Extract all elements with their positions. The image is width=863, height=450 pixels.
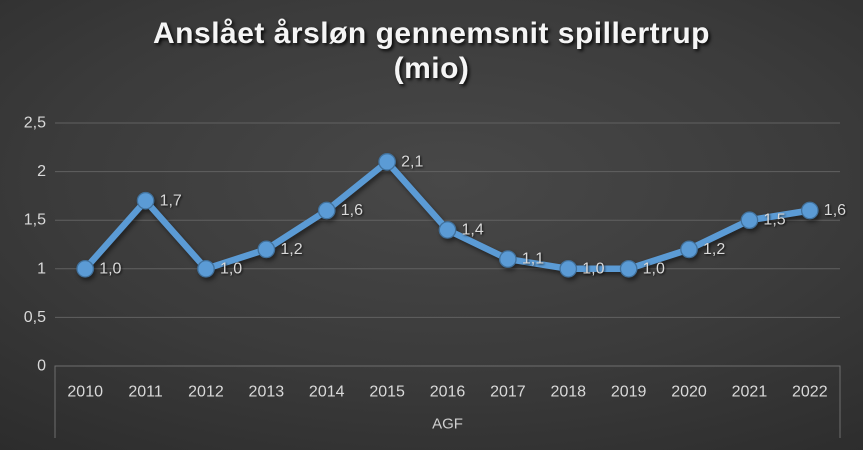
data-point-marker: [76, 259, 95, 278]
x-axis-tick-label: 2017: [490, 384, 526, 401]
data-point-marker: [800, 201, 819, 220]
data-point-label: 2,1: [401, 153, 423, 170]
data-point-label: 1,6: [341, 202, 363, 219]
data-point-label: 1,6: [824, 202, 846, 219]
x-axis-tick-label: 2015: [369, 384, 405, 401]
x-axis-line: [54, 365, 841, 438]
data-point-marker: [197, 259, 215, 278]
x-axis-tick-label: 2018: [550, 384, 586, 401]
data-point-marker: [680, 240, 698, 259]
y-axis-tick-label: 1: [37, 260, 46, 277]
x-axis-tick-label: 2014: [309, 384, 345, 401]
x-axis-tick-label: 2020: [671, 384, 707, 401]
data-point-label: 1,4: [462, 221, 484, 238]
x-axis-tick-label: 2016: [430, 384, 466, 401]
y-axis-tick-label: 2,5: [24, 115, 46, 132]
x-axis-tick-label: 2010: [67, 384, 103, 401]
data-point-label: 1,7: [160, 192, 182, 209]
y-axis-tick-label: 0: [37, 358, 46, 375]
data-point-label: 1,2: [280, 241, 302, 258]
series-line: [81, 158, 814, 273]
data-point-marker: [438, 221, 457, 239]
y-axis-tick-label: 1,5: [24, 212, 46, 229]
y-axis-tick-label: 0,5: [24, 309, 46, 326]
data-point-label: 1,0: [99, 260, 121, 277]
data-point-marker: [559, 259, 578, 278]
x-axis-tick-label: 2011: [128, 384, 163, 401]
x-axis-tick-label: 2019: [611, 384, 647, 401]
series-line-group: [76, 153, 819, 278]
data-point-marker: [257, 240, 276, 259]
data-point-label: 1,0: [582, 260, 604, 277]
x-axis-title: AGF: [432, 416, 463, 433]
data-point-marker: [136, 191, 155, 210]
data-point-marker: [619, 259, 638, 278]
x-axis-tick-label: 2012: [188, 384, 224, 401]
data-point-label: 1,5: [763, 212, 785, 229]
chart-title: Anslået årsløn gennemsnit spillertrup (m…: [153, 17, 710, 85]
data-point-label: 1,1: [522, 251, 544, 268]
data-point-marker: [378, 153, 396, 171]
data-point-label: 1,0: [643, 260, 665, 277]
data-point-marker: [317, 201, 336, 220]
data-point-marker: [499, 250, 517, 268]
data-point-marker: [740, 211, 759, 230]
data-point-label: 1,0: [220, 260, 242, 277]
x-axis-tick-label: 2013: [249, 384, 285, 401]
data-point-label: 1,2: [703, 241, 725, 258]
y-axis-tick-label: 2: [37, 163, 46, 180]
x-axis-tick-label: 2021: [732, 384, 768, 401]
x-axis-tick-label: 2022: [792, 384, 828, 401]
